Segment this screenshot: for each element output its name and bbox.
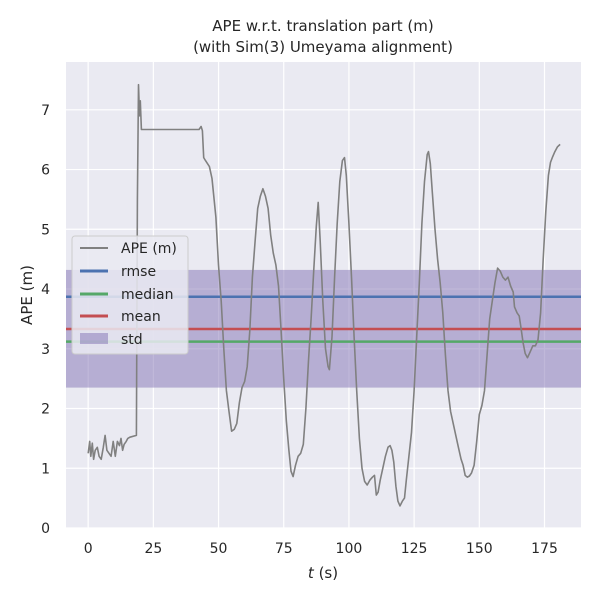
- y-tick-label: 6: [41, 163, 50, 179]
- x-tick-label: 75: [275, 541, 293, 557]
- x-tick-label: 125: [401, 541, 428, 557]
- legend-label-rmse: rmse: [121, 264, 156, 280]
- x-axis-label-unit: (s): [314, 564, 338, 582]
- x-axis-label: t (s): [308, 564, 338, 582]
- chart-subtitle: (with Sim(3) Umeyama alignment): [193, 38, 453, 56]
- x-axis-label-variable: t: [308, 564, 315, 582]
- x-tick-label: 25: [144, 541, 162, 557]
- y-tick-label: 2: [41, 402, 50, 418]
- series-layer: [87, 83, 561, 507]
- legend: APE (m) rmse median mean std: [71, 235, 189, 355]
- y-axis-label: APE (m): [18, 265, 36, 325]
- x-tick-label: 175: [531, 541, 558, 557]
- chart-title: APE w.r.t. translation part (m): [212, 17, 433, 35]
- y-tick-label: 1: [41, 461, 50, 477]
- tick-labels: 0 25 50 75 100 125 150 175 0 1 2 3 4 5 6 7: [41, 103, 558, 557]
- y-tick-label: 3: [41, 342, 50, 358]
- legend-swatch-std: [80, 333, 108, 344]
- x-tick-label: 100: [336, 541, 363, 557]
- legend-label-std: std: [121, 332, 143, 348]
- legend-label-mean: mean: [121, 309, 161, 325]
- y-tick-label: 0: [41, 521, 50, 537]
- legend-frame: [71, 235, 189, 355]
- legend-label-ape: APE (m): [121, 241, 177, 257]
- legend-label-median: median: [121, 287, 173, 303]
- y-tick-label: 7: [41, 103, 50, 119]
- x-tick-label: 150: [466, 541, 493, 557]
- y-tick-label: 5: [41, 222, 50, 238]
- x-tick-label: 0: [84, 541, 93, 557]
- grid-layer: [66, 62, 581, 529]
- ape-series-line: [87, 83, 561, 507]
- x-tick-label: 50: [210, 541, 228, 557]
- y-tick-label: 4: [41, 282, 50, 298]
